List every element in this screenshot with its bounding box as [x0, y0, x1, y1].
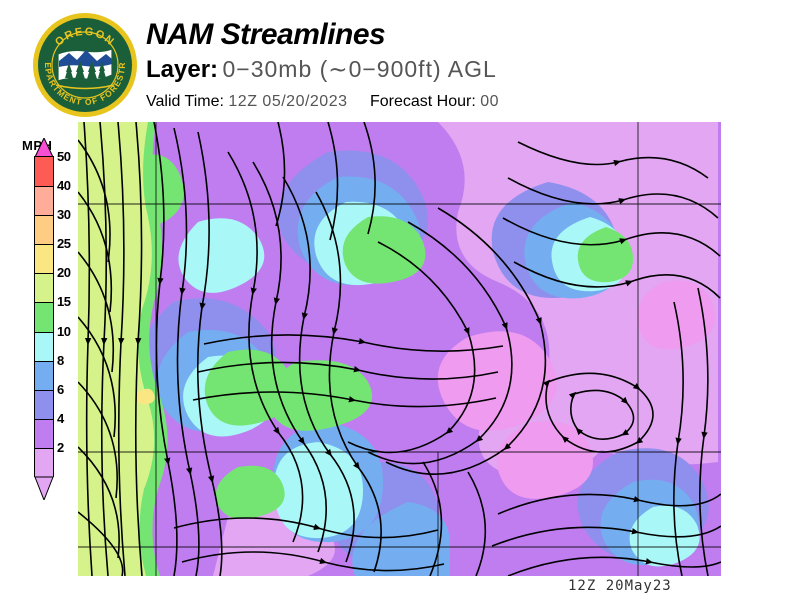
colorbar-tick-50: 50	[57, 149, 71, 164]
colorbar-band-15	[34, 302, 54, 332]
colorbar-tick-20: 20	[57, 265, 71, 281]
valid-time-line: Valid Time: 12Z 05/20/2023 Forecast Hour…	[146, 91, 499, 113]
seal-icon: OREGON DEPARTMENT OF FORESTRY	[28, 4, 137, 117]
colorbar-tick-2: 2	[57, 439, 64, 455]
colorbar-tick-8: 8	[57, 352, 64, 368]
colorbar-legend: MPH 50 40 30 25 20 15 10 8 6 4 2	[8, 138, 76, 528]
header: OREGON DEPARTMENT OF FORESTRY NAM Stream…	[0, 0, 800, 120]
layer-value: 0−30mb (∼0−900ft) AGL	[222, 56, 497, 82]
colorbar-tick-25: 25	[57, 236, 71, 252]
colorbar-tick-10: 10	[57, 323, 71, 339]
valid-time-label: Valid Time:	[146, 93, 224, 110]
colorbar-band-4	[34, 418, 54, 448]
colorbar-tick-30: 30	[57, 207, 71, 223]
colorbar-band-8	[34, 360, 54, 390]
streamlines-layer	[78, 122, 721, 576]
layer-line: Layer: 0−30mb (∼0−900ft) AGL	[146, 54, 499, 88]
colorbar-tick-6: 6	[57, 381, 64, 397]
colorbar-tick-40: 40	[57, 178, 71, 194]
title-block: NAM Streamlines Layer: 0−30mb (∼0−900ft)…	[146, 18, 499, 113]
colorbar-band-2	[34, 447, 54, 477]
colorbar-tick-4: 4	[57, 410, 64, 426]
colorbar-under-arrow	[34, 476, 54, 500]
colorbar-band-20	[34, 273, 54, 303]
layer-label: Layer:	[146, 56, 219, 83]
valid-time-value: 12Z 05/20/2023	[228, 93, 348, 110]
colorbar-band-40	[34, 186, 54, 216]
page-title: NAM Streamlines	[146, 18, 386, 51]
forecast-hour-value: 00	[480, 93, 500, 110]
forecast-hour-label: Forecast Hour:	[369, 93, 476, 110]
colorbar-band-25	[34, 244, 54, 274]
streamline-plot[interactable]	[78, 122, 721, 576]
colorbar-band-10	[34, 331, 54, 361]
colorbar-tick-15: 15	[57, 294, 71, 310]
colorbar-band-30	[34, 215, 54, 245]
oregon-dept-forestry-logo: OREGON DEPARTMENT OF FORESTRY	[28, 4, 138, 118]
colorbar-over-arrow	[34, 138, 54, 158]
colorbar-gradient	[34, 156, 54, 477]
map-timestamp: 12Z 20May23	[568, 578, 672, 594]
colorbar-band-50	[34, 157, 54, 187]
colorbar-band-6	[34, 389, 54, 419]
weather-map[interactable]	[78, 122, 721, 576]
